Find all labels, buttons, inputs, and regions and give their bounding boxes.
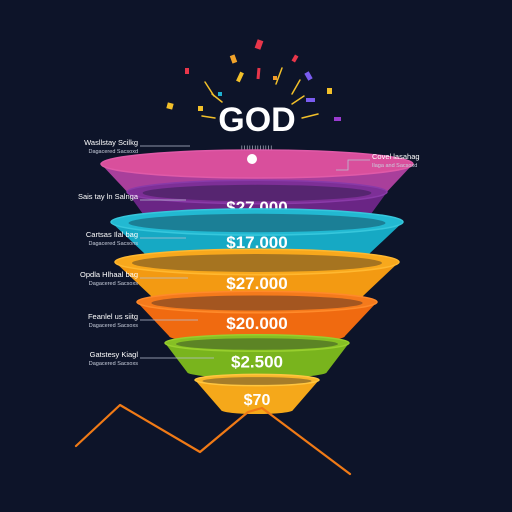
ball-icon [247,154,257,164]
callout-title: Sais tay ln Salnga [78,192,139,201]
left-callouts: Wasllstay Scilkg Dagacered Sacsoxd Sais ta… [78,138,214,367]
burst-ray [275,67,283,85]
confetti-burst-icon [166,39,341,121]
funnel-stage-inner [151,295,363,311]
funnel-stage-value: $17.000 [226,233,287,252]
left-callout-5: Feanlel us siitg Dagacered Sacsoxs [88,312,198,329]
burst-ray [291,79,301,95]
funnel-stage-value: $20.000 [226,314,287,333]
confetti-piece [229,54,238,64]
funnel-title: GOD [218,101,295,139]
funnel-stage-7: $70 [194,373,320,414]
callout-title: Feanlel us siitg [88,312,138,321]
left-callout-4: Opdla Hlhaal bag Dagacered Sacsoxs [80,270,188,287]
confetti-piece [334,117,341,121]
funnel-stage-value: $27.000 [226,274,287,293]
right-callout-sub: Ilaga and Sacsoxd [372,163,417,169]
funnel-stage-rim [126,179,388,205]
callout-title: Gatstesy Kiagl [90,350,139,359]
right-callout-title: Covel lasahag [372,152,420,161]
confetti-piece [236,71,244,83]
funnel-stage-rim [100,149,414,179]
funnel-stage-6: $2.500 [164,333,350,379]
burst-ray [201,115,216,119]
confetti-piece [166,102,174,110]
burst-ray [291,95,305,105]
funnel-stage-body [137,302,377,344]
funnel-stage-5: $20.000 [136,290,378,344]
funnel-stage-inner [202,377,312,385]
confetti-piece [218,92,222,96]
callout-sub: Dagacered Sacsoxs [89,281,138,287]
left-callout-1: Wasllstay Scilkg Dagacered Sacsoxd [84,138,190,155]
funnel-stage-body [165,343,349,379]
callout-sub: Dagacered Sacsons [88,241,138,247]
confetti-piece [256,67,261,80]
funnel-stage-value: $70 [244,392,271,409]
burst-ray [211,93,223,103]
callout-sub: Dagacered Sacsoxs [89,361,138,367]
funnel-stage-value: $2.500 [231,353,283,372]
confetti-piece [273,76,277,80]
trend-line [74,403,352,476]
funnel-stage-inner [132,254,382,272]
left-callout-6: Gatstesy Kiagl Dagacered Sacsoxs [89,350,214,367]
left-callout-2: Sais tay ln Salnga [78,192,186,201]
confetti-piece [327,88,332,94]
funnel-stage-inner [128,213,386,233]
confetti-piece [198,106,203,111]
callout-title: Opdla Hlhaal bag [80,270,138,279]
funnel-stage-body [195,380,319,414]
funnel-stage-rim [194,373,320,387]
callout-title: Wasllstay Scilkg [84,138,138,147]
confetti-piece [254,39,264,50]
funnel-subtitle: IIIIIIIIIIII [241,146,273,152]
funnel-stage-inner [142,184,372,202]
confetti-piece [304,71,313,81]
funnel-stage-rim [136,290,378,314]
confetti-piece [291,54,299,63]
confetti-piece [185,68,189,74]
funnel-stage-rim [114,248,400,276]
right-callout: Covel lasahag Ilaga and Sacsoxd [336,152,420,171]
burst-ray [301,113,319,119]
funnel-stage-rim [164,333,350,353]
left-callout-3: Cartsas Ilal bag Dagacered Sacsons [86,230,186,247]
funnel-stages: $27.000$17.000$27.000$20.000$2.500$70 [100,149,414,414]
callout-sub: Dagacered Sacsoxs [89,323,138,329]
funnel-stage-rim [110,208,404,236]
callout-sub: Dagacered Sacsoxd [88,149,138,155]
confetti-piece [306,98,315,102]
funnel-stage-inner [176,338,338,350]
callout-title: Cartsas Ilal bag [86,230,138,239]
